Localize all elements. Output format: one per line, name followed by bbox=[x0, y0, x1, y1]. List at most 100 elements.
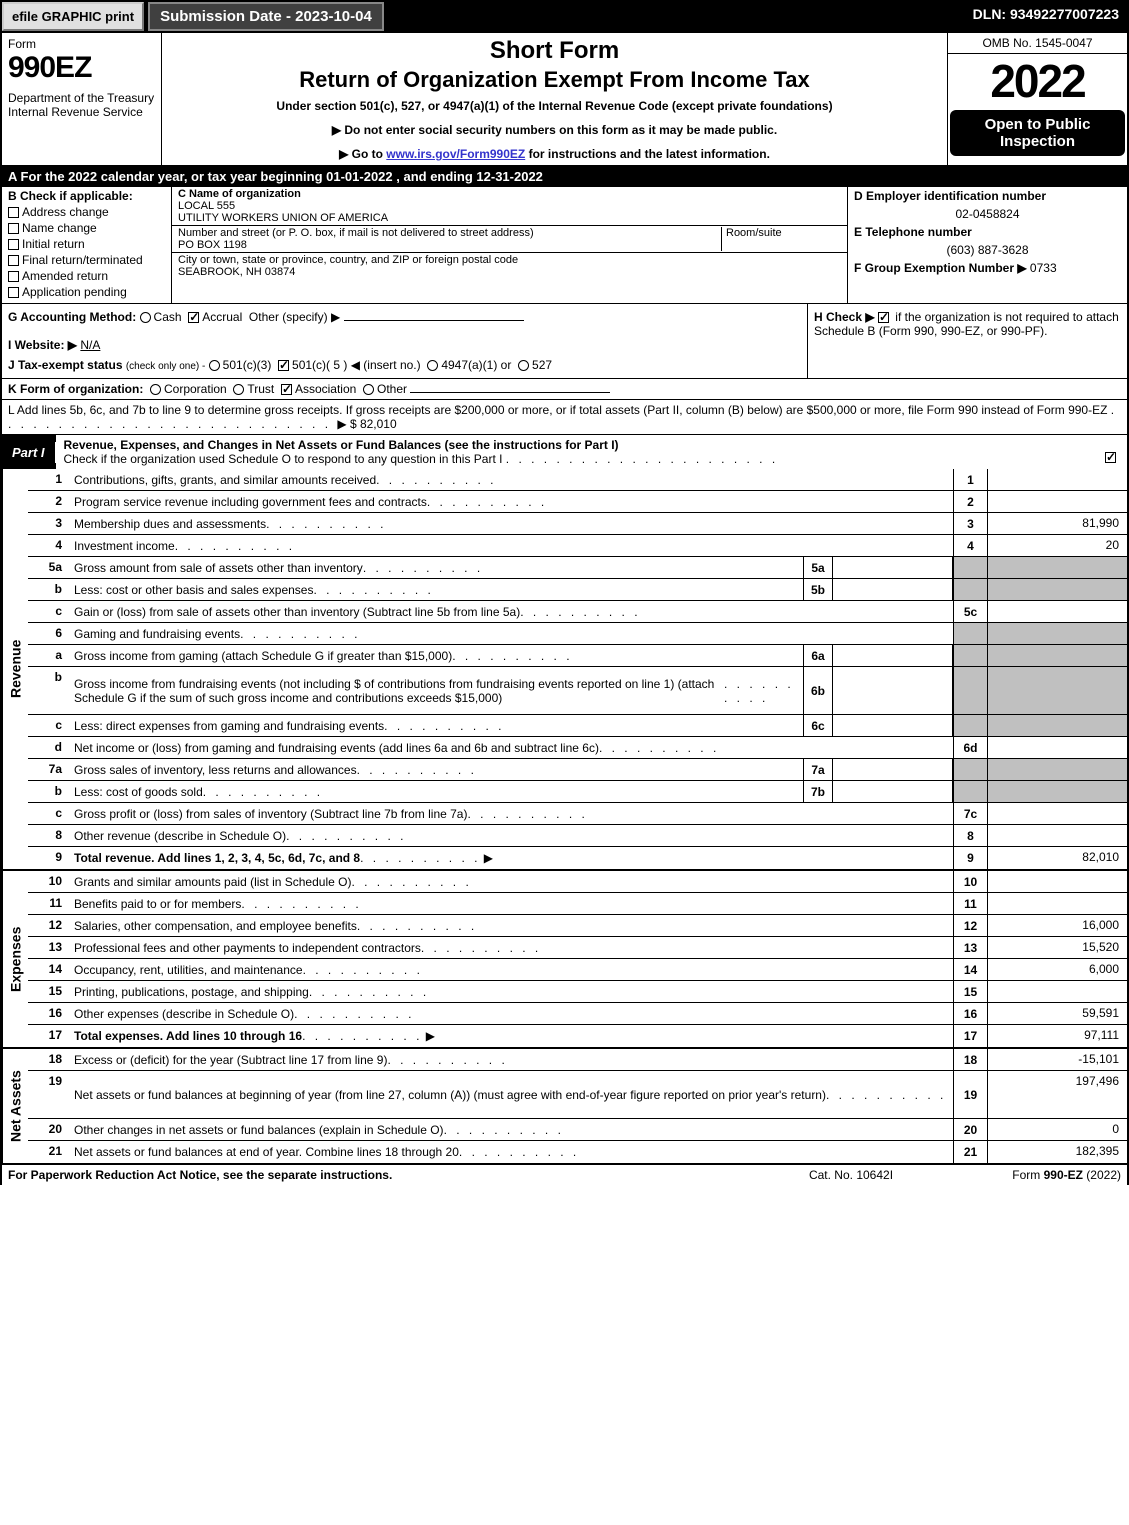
column-b-checkboxes: B Check if applicable: Address change Na… bbox=[2, 187, 172, 303]
line-value: 20 bbox=[987, 535, 1127, 556]
cb-schedule-o-part1[interactable] bbox=[1105, 452, 1116, 463]
cb-amended-return[interactable]: Amended return bbox=[8, 269, 165, 283]
note-link-suffix: for instructions and the latest informat… bbox=[525, 147, 770, 161]
line-description: Excess or (deficit) for the year (Subtra… bbox=[68, 1049, 953, 1070]
right-line-number bbox=[953, 715, 987, 736]
cb-address-change[interactable]: Address change bbox=[8, 205, 165, 219]
form-subtitle: Under section 501(c), 527, or 4947(a)(1)… bbox=[168, 99, 941, 113]
right-line-number: 2 bbox=[953, 491, 987, 512]
sub-line-number: 6a bbox=[803, 645, 833, 666]
radio-trust[interactable] bbox=[233, 384, 244, 395]
cb-association[interactable] bbox=[281, 384, 292, 395]
c-name-label: C Name of organization bbox=[178, 188, 301, 200]
f-row: F Group Exemption Number ▶ 0733 bbox=[854, 261, 1121, 275]
line-number: a bbox=[28, 645, 68, 666]
line-description: Less: cost of goods sold . . . . . . . .… bbox=[68, 781, 803, 802]
right-line-number: 5c bbox=[953, 601, 987, 622]
right-line-number bbox=[953, 579, 987, 600]
line-number: 3 bbox=[28, 513, 68, 534]
line-value: 6,000 bbox=[987, 959, 1127, 980]
line-description: Membership dues and assessments . . . . … bbox=[68, 513, 953, 534]
line-number: 10 bbox=[28, 871, 68, 892]
cb-accrual[interactable] bbox=[188, 312, 199, 323]
g-accounting: G Accounting Method: Cash Accrual Other … bbox=[8, 310, 801, 324]
line-value bbox=[987, 491, 1127, 512]
cb-name-change[interactable]: Name change bbox=[8, 221, 165, 235]
line-description: Benefits paid to or for members . . . . … bbox=[68, 893, 953, 914]
line-row: 2Program service revenue including gover… bbox=[28, 491, 1127, 513]
radio-corp[interactable] bbox=[150, 384, 161, 395]
line-value: 59,591 bbox=[987, 1003, 1127, 1024]
right-line-number bbox=[953, 759, 987, 780]
line-number: 21 bbox=[28, 1141, 68, 1163]
line-value bbox=[987, 601, 1127, 622]
line-description: Gross amount from sale of assets other t… bbox=[68, 557, 803, 578]
sub-line-value bbox=[833, 781, 953, 802]
cb-501c[interactable] bbox=[278, 360, 289, 371]
dln-number: DLN: 93492277007223 bbox=[965, 2, 1127, 31]
right-line-number bbox=[953, 557, 987, 578]
h-section: H Check ▶ if the organization is not req… bbox=[807, 304, 1127, 378]
sub-line-number: 5a bbox=[803, 557, 833, 578]
cb-initial-return[interactable]: Initial return bbox=[8, 237, 165, 251]
line-description: Net income or (loss) from gaming and fun… bbox=[68, 737, 953, 758]
cb-final-return[interactable]: Final return/terminated bbox=[8, 253, 165, 267]
k-label: K Form of organization: bbox=[8, 382, 143, 396]
i-label: I Website: ▶ bbox=[8, 338, 77, 352]
revenue-lines: 1Contributions, gifts, grants, and simil… bbox=[28, 469, 1127, 869]
cb-application-pending[interactable]: Application pending bbox=[8, 285, 165, 299]
radio-527[interactable] bbox=[518, 360, 529, 371]
footer-right: Form 990-EZ (2022) bbox=[951, 1168, 1121, 1182]
line-row: 12Salaries, other compensation, and empl… bbox=[28, 915, 1127, 937]
line-value bbox=[987, 715, 1127, 736]
right-line-number: 6d bbox=[953, 737, 987, 758]
line-value bbox=[987, 781, 1127, 802]
tax-year: 2022 bbox=[948, 54, 1127, 108]
radio-other-org[interactable] bbox=[363, 384, 374, 395]
line-value bbox=[987, 981, 1127, 1002]
street-value: PO BOX 1198 bbox=[178, 239, 721, 251]
g-label: G Accounting Method: bbox=[8, 310, 136, 324]
line-number: b bbox=[28, 781, 68, 802]
line-number: 18 bbox=[28, 1049, 68, 1070]
efile-print-button[interactable]: efile GRAPHIC print bbox=[2, 2, 144, 31]
public-inspection-badge: Open to Public Inspection bbox=[950, 110, 1125, 156]
line-number: 19 bbox=[28, 1071, 68, 1118]
cb-schedule-b[interactable] bbox=[878, 312, 889, 323]
right-line-number: 18 bbox=[953, 1049, 987, 1070]
line-number: 20 bbox=[28, 1119, 68, 1140]
note-link-prefix: ▶ Go to bbox=[339, 147, 386, 161]
line-description: Total expenses. Add lines 10 through 16 … bbox=[68, 1025, 953, 1047]
right-line-number: 14 bbox=[953, 959, 987, 980]
f-value: 0733 bbox=[1030, 261, 1057, 275]
line-number: 17 bbox=[28, 1025, 68, 1047]
irs-link[interactable]: www.irs.gov/Form990EZ bbox=[386, 147, 525, 161]
i-value: N/A bbox=[80, 338, 100, 352]
header-right: OMB No. 1545-0047 2022 Open to Public In… bbox=[947, 33, 1127, 165]
line-description: Gross profit or (loss) from sales of inv… bbox=[68, 803, 953, 824]
right-line-number: 4 bbox=[953, 535, 987, 556]
radio-501c3[interactable] bbox=[209, 360, 220, 371]
revenue-block: Revenue 1Contributions, gifts, grants, a… bbox=[0, 469, 1129, 871]
line-description: Professional fees and other payments to … bbox=[68, 937, 953, 958]
line-row: bLess: cost of goods sold . . . . . . . … bbox=[28, 781, 1127, 803]
line-value bbox=[987, 579, 1127, 600]
row-a-tax-year: A For the 2022 calendar year, or tax yea… bbox=[0, 167, 1129, 187]
expenses-lines: 10Grants and similar amounts paid (list … bbox=[28, 871, 1127, 1047]
line-number: 13 bbox=[28, 937, 68, 958]
line-row: 18Excess or (deficit) for the year (Subt… bbox=[28, 1049, 1127, 1071]
street-label: Number and street (or P. O. box, if mail… bbox=[178, 227, 721, 239]
line-number: b bbox=[28, 579, 68, 600]
line-number: c bbox=[28, 803, 68, 824]
radio-cash[interactable] bbox=[140, 312, 151, 323]
h-label: H Check ▶ bbox=[814, 310, 875, 324]
footer-left: For Paperwork Reduction Act Notice, see … bbox=[8, 1168, 751, 1182]
radio-4947[interactable] bbox=[427, 360, 438, 371]
netassets-side-label: Net Assets bbox=[2, 1049, 28, 1163]
line-description: Gain or (loss) from sale of assets other… bbox=[68, 601, 953, 622]
line-value bbox=[987, 803, 1127, 824]
right-line-number bbox=[953, 667, 987, 714]
page-footer: For Paperwork Reduction Act Notice, see … bbox=[0, 1165, 1129, 1185]
line-number: 1 bbox=[28, 469, 68, 490]
form-number: 990EZ bbox=[8, 51, 155, 85]
